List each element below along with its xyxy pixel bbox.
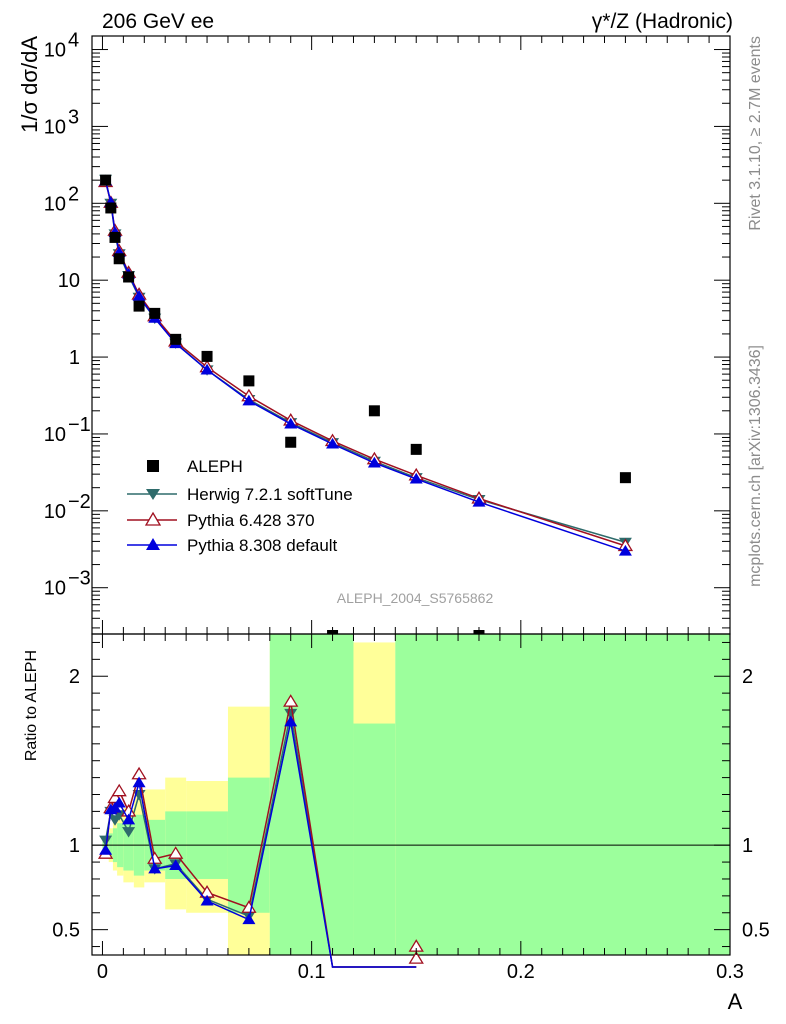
ratio-y-tick-label-left-0: 0.5 [52,920,80,942]
main-y-tick-exp-2: 2 [68,183,79,205]
main-aleph-point-3 [113,253,125,265]
band-inner-10 [269,634,354,955]
main-pythia-8-308-default-line [104,180,626,552]
main-pythia-6-428-370-line [104,181,626,547]
ratio-pythia-6-428-370-point-7 [168,846,184,859]
legend-label-herwig: Herwig 7.2.1 softTune [187,485,353,504]
main-aleph-point-0 [100,174,112,186]
ratio-pythia-8-308-default-point-10 [284,715,298,727]
main-aleph-point-12 [368,405,380,417]
ratio-pythia-8-308-default-point-0 [99,844,113,855]
main-aleph-point-7 [170,333,182,345]
header-left-title: 206 GeV ee [102,10,214,33]
main-aleph-point-8 [201,350,213,362]
ratio-edge-marker-lower-0 [408,951,424,964]
main-aleph-point-4 [123,271,135,283]
ratio-pythia-8-308-default-point-9 [242,913,256,925]
main-aleph-point-10 [285,436,297,448]
main-pythia-8-308-default-point-10 [284,417,298,429]
x-tick-label-0: 0 [97,961,108,983]
main-y-tick-exp-7: −3 [68,568,91,590]
main-pythia-8-308-default-point-5 [132,289,146,301]
analysis-watermark: ALEPH_2004_S5765862 [337,590,494,606]
ratio-pythia-8-308-default-point-6 [148,862,162,874]
main-y-tick-exp-5: −1 [68,414,91,436]
axis-ticks [92,36,731,955]
ratio-y-tick-label-right-0: 0.5 [742,920,770,942]
main-aleph-point-9 [243,375,255,387]
ratio-pythia-8-308-default-point-8 [200,894,214,906]
main-pythia-8-308-default-point-13 [409,472,423,484]
legend: ALEPH Herwig 7.2.1 softTune Pythia 6.428… [127,457,353,555]
main-pythia-8-308-default-point-11 [326,437,340,449]
x-tick-label-3: 0.3 [716,961,744,983]
main-y-tick-exp-0: 4 [68,30,79,52]
main-y-tick-exp-6: −2 [68,491,91,513]
main-panel-series [97,174,634,634]
legend-label-pythia6: Pythia 6.428 370 [187,511,315,530]
ratio-pythia-8-308-default-point-4 [122,813,136,825]
main-pythia-8-308-default-point-15 [618,544,632,556]
ratio-uncertainty-bands [102,634,730,955]
legend-marker-pythia8 [146,538,160,550]
main-y-tick-label-2: 10 [44,193,66,215]
main-pythia-8-308-default-point-9 [242,394,256,406]
legend-label-aleph: ALEPH [187,457,243,476]
main-y-tick-label-1: 10 [44,116,66,138]
x-axis-title: A [728,989,743,1014]
mcplots-label: mcplots.cern.ch [arXiv:1306.3436] [747,345,764,587]
band-inner-12 [395,634,730,955]
main-aleph-point-5 [133,300,145,312]
main-y-tick-label-7: 10 [44,578,66,600]
ratio-pythia-8-308-default-point-7 [169,859,183,871]
legend-marker-aleph [147,460,159,472]
x-tick-label-2: 0.2 [507,961,535,983]
rivet-label: Rivet 3.1.10, ≥ 2.7M events [747,36,764,231]
header-right-title: γ*/Z (Hadronic) [592,10,733,33]
main-herwig-7-2-1-softtune-line [104,179,626,543]
band-inner-11 [353,723,396,955]
ratio-pythia-8-308-default-point-3 [112,796,126,808]
legend-marker-herwig [146,489,160,500]
ratio-herwig-7-2-1-softtune-point-10 [284,708,298,720]
main-y-axis-title: 1/σ dσ/dA [17,36,42,133]
main-aleph-point-2 [109,231,121,243]
main-aleph-point-15 [619,472,631,484]
ratio-herwig-7-2-1-softtune-point-0 [99,835,113,846]
ratio-y-tick-label-right-2: 2 [742,666,753,688]
main-y-tick-label-3: 10 [58,270,80,292]
main-aleph-point-13 [410,443,422,455]
legend-marker-pythia6 [144,511,162,526]
main-y-tick-label-4: 1 [69,347,80,369]
main-aleph-point-1 [105,202,117,214]
ratio-y-axis-title: Ratio to ALEPH [23,650,40,761]
ratio-y-tick-label-left-1: 1 [69,835,80,857]
ratio-y-tick-label-left-2: 2 [69,666,80,688]
main-pythia-8-308-default-point-12 [367,456,381,468]
main-pythia-8-308-default-point-14 [472,495,486,507]
ratio-pythia-6-428-370-point-10 [283,694,299,707]
main-y-tick-label-0: 10 [44,40,66,62]
ratio-y-tick-label-right-1: 1 [742,835,753,857]
main-y-tick-label-6: 10 [44,501,66,523]
main-pythia-8-308-default-point-8 [200,363,214,375]
ratio-herwig-7-2-1-softtune-point-4 [122,827,136,838]
x-tick-label-1: 0.1 [298,961,326,983]
ratio-pythia-6-428-370-point-3 [111,783,127,797]
main-y-tick-label-5: 10 [44,424,66,446]
main-y-tick-exp-1: 3 [68,106,79,128]
main-aleph-point-6 [149,307,161,319]
ratio-pythia-8-308-default-point-5 [132,776,146,788]
legend-label-pythia8: Pythia 8.308 default [187,536,338,555]
